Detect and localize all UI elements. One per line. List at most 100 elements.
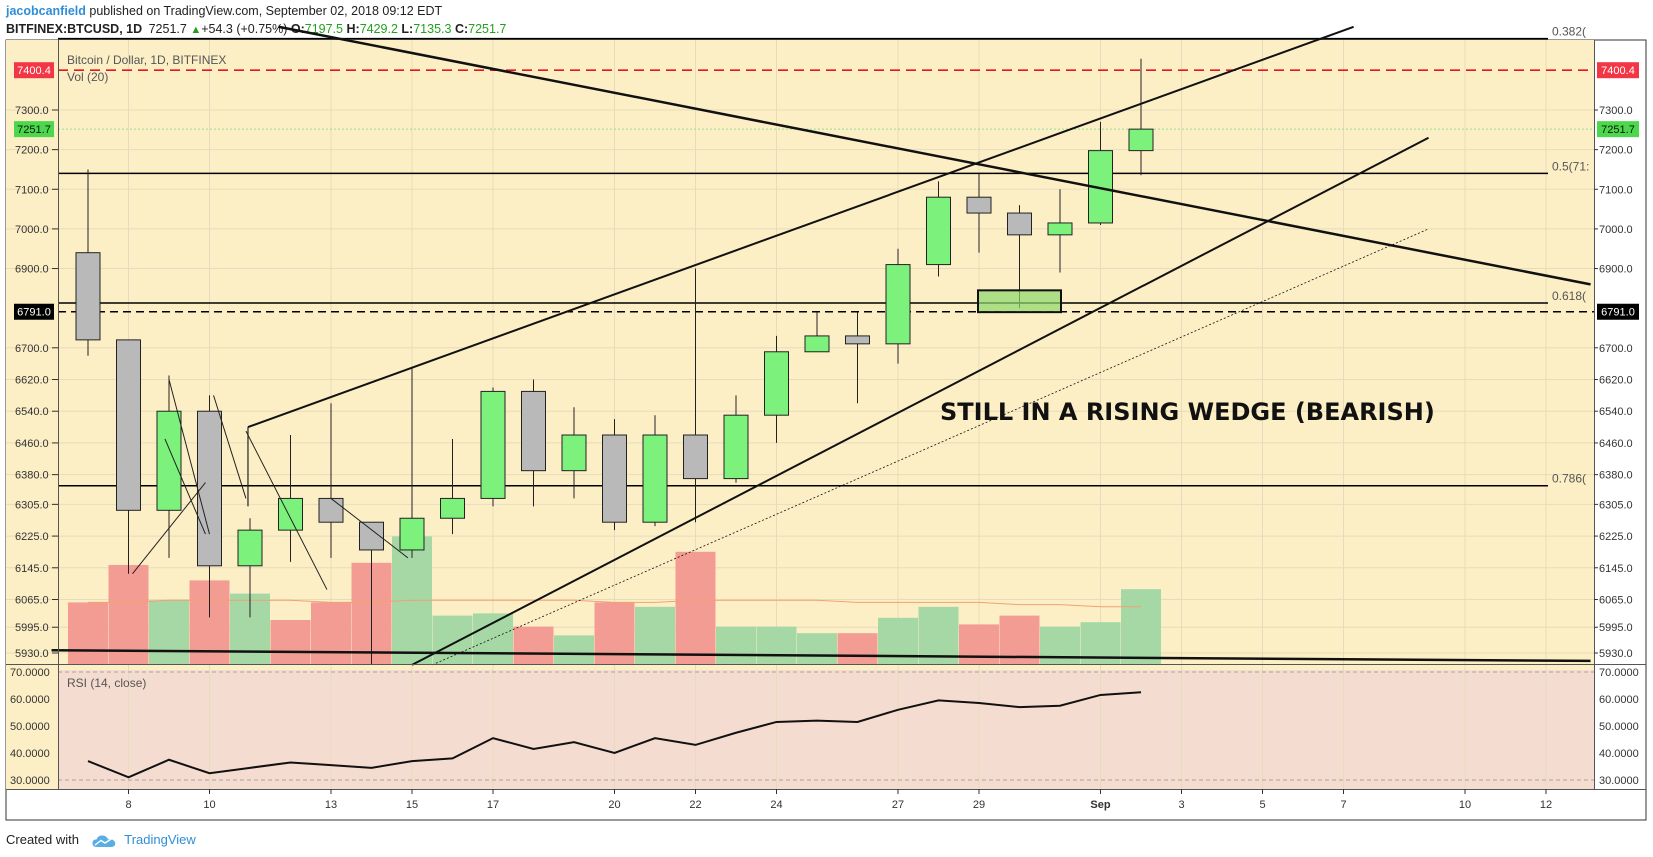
candle-body-1 xyxy=(116,339,141,511)
rsi-line xyxy=(87,691,1142,779)
wedge-upper-line xyxy=(247,25,1354,429)
axes: 5930.0 5930.0 5995.0 5995.0 6065.0 6065.0 6145… xyxy=(10,40,1639,811)
candle-5 xyxy=(278,435,303,562)
candle-body-20 xyxy=(885,264,911,345)
candle-7 xyxy=(359,521,384,665)
close-value: 7251.7 xyxy=(468,22,507,36)
zigzag-line-5 xyxy=(164,438,206,535)
price-tag-right-0 xyxy=(1597,62,1639,79)
fib-label-0: 0.382( xyxy=(1552,25,1586,39)
wedge-annotation: STILL IN A RISING WEDGE (BEARISH) xyxy=(940,398,1435,426)
downtrend-line xyxy=(278,25,1591,286)
x-tick-9: 29 xyxy=(973,799,985,811)
rsi-tick-left-3: 60.0000 xyxy=(10,694,50,706)
floor-line xyxy=(51,648,1591,663)
y-tick-left-11: 6900.0 xyxy=(15,264,49,276)
candle-body-23 xyxy=(1007,212,1032,236)
up-arrow-icon: ▲ xyxy=(190,24,202,36)
candle-6 xyxy=(318,403,344,558)
candle-12 xyxy=(561,407,587,499)
candle-4 xyxy=(237,518,263,618)
fib-label-2: 0.618( xyxy=(1552,289,1586,303)
last-price: 7251.7 xyxy=(148,22,187,36)
symbol-info: BITFINEX:BTCUSD, 1D 7251.7 ▲+54.3 (+0.75… xyxy=(6,22,506,36)
y-tick-right-1: 5995.0 xyxy=(1599,622,1633,634)
candles xyxy=(75,58,1154,665)
y-tick-left-1: 5995.0 xyxy=(15,622,49,634)
x-tick-5: 20 xyxy=(608,799,620,811)
x-tick-4: 17 xyxy=(487,799,499,811)
candle-22 xyxy=(966,173,992,253)
candle-body-12 xyxy=(561,434,587,472)
y-tick-left-6: 6380.0 xyxy=(15,470,49,482)
candle-body-6 xyxy=(318,497,344,523)
candle-11 xyxy=(521,379,546,507)
candle-body-17 xyxy=(764,351,789,416)
rsi-tick-right-3: 60.0000 xyxy=(1599,694,1639,706)
main-pane-bg xyxy=(6,40,1594,664)
candle-21 xyxy=(926,181,951,277)
candle-body-18 xyxy=(804,335,830,353)
x-tick-2: 13 xyxy=(325,799,337,811)
y-tick-left-8: 6540.0 xyxy=(15,406,49,418)
candle-15 xyxy=(683,268,708,523)
y-tick-left-3: 6145.0 xyxy=(15,563,49,575)
volume-bar-5 xyxy=(270,620,311,664)
publish-info: jacobcanfield published on TradingView.c… xyxy=(6,4,442,18)
volume-ma-line xyxy=(88,599,1141,608)
support-box xyxy=(977,289,1062,314)
price-tag-right-text-0: 7400.4 xyxy=(1601,65,1635,77)
rsi-tick-right-1: 40.0000 xyxy=(1599,748,1639,760)
candle-23 xyxy=(1007,205,1032,309)
candle-1 xyxy=(116,339,141,574)
rsi-band xyxy=(58,670,1594,789)
y-tick-left-10: 6700.0 xyxy=(15,343,49,355)
volume-bar-1 xyxy=(108,565,149,664)
candle-body-22 xyxy=(966,196,992,214)
candle-body-8 xyxy=(399,517,425,551)
author-link[interactable]: jacobcanfield xyxy=(6,4,86,18)
fib-label-3: 0.786( xyxy=(1552,472,1586,486)
price-tag-right-1 xyxy=(1597,121,1639,138)
candle-body-4 xyxy=(237,529,263,567)
volume-bar-15 xyxy=(675,551,716,664)
y-tick-right-10: 6700.0 xyxy=(1599,343,1633,355)
x-tick-13: 7 xyxy=(1340,799,1346,811)
price-tag-left-text-0: 7400.4 xyxy=(17,65,51,77)
y-tick-left-13: 7100.0 xyxy=(15,184,49,196)
y-tick-left-0: 5930.0 xyxy=(15,648,49,660)
footer: Created with TradingView xyxy=(6,832,196,849)
candle-body-10 xyxy=(480,390,506,499)
x-tick-15: 12 xyxy=(1540,799,1552,811)
candle-body-24 xyxy=(1047,222,1073,236)
tradingview-link[interactable]: TradingView xyxy=(124,832,196,847)
candle-body-21 xyxy=(926,196,951,266)
candle-19 xyxy=(845,312,870,404)
x-tick-8: 27 xyxy=(892,799,904,811)
y-tick-left-15: 7300.0 xyxy=(15,105,49,117)
price-change: +54.3 (+0.75%) xyxy=(201,22,288,36)
volume-bar-12 xyxy=(554,635,594,664)
y-tick-right-8: 6540.0 xyxy=(1599,406,1633,418)
rsi-tick-right-4: 70.0000 xyxy=(1599,667,1639,679)
candle-body-26 xyxy=(1128,128,1154,152)
candle-body-14 xyxy=(642,434,668,523)
chart-title: Bitcoin / Dollar, 1D, BITFINEX xyxy=(67,53,226,67)
y-tick-left-12: 7000.0 xyxy=(15,224,49,236)
created-with-label: Created with xyxy=(6,832,79,847)
candle-body-19 xyxy=(845,335,870,345)
candle-18 xyxy=(804,312,830,353)
x-tick-0: 8 xyxy=(125,799,131,811)
rsi-tick-left-4: 70.0000 xyxy=(10,667,50,679)
y-tick-right-0: 5930.0 xyxy=(1599,648,1633,660)
candle-3 xyxy=(197,395,222,618)
price-tag-right-2 xyxy=(1597,303,1639,320)
candle-8 xyxy=(399,367,425,558)
y-tick-right-2: 6065.0 xyxy=(1599,594,1633,606)
price-tag-right-text-2: 6791.0 xyxy=(1601,307,1635,319)
drawings xyxy=(51,25,1591,666)
zigzag-line-0 xyxy=(132,482,206,575)
y-tick-left-7: 6460.0 xyxy=(15,438,49,450)
published-text: published on TradingView.com, September … xyxy=(89,4,443,18)
